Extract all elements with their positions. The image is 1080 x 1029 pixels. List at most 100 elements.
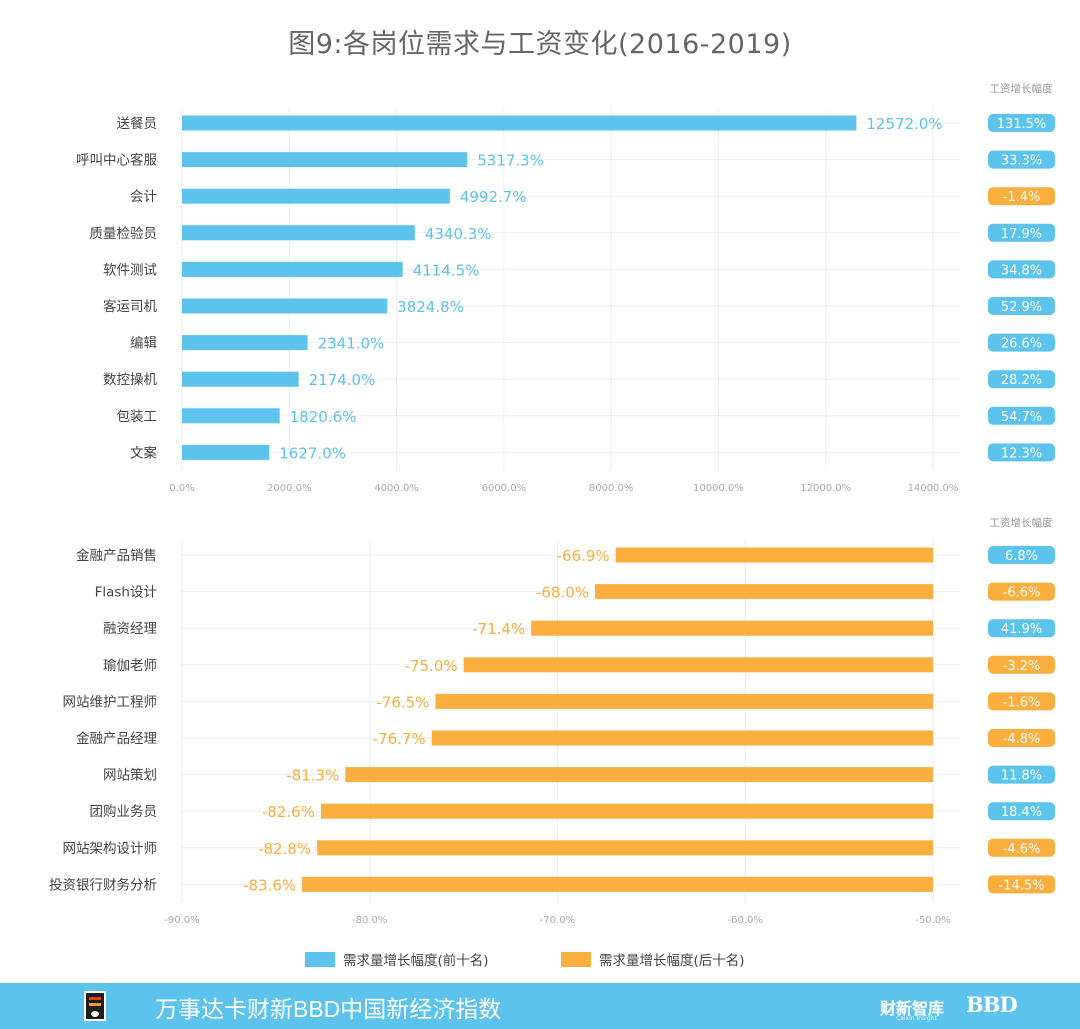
bar-value-label: 5317.3% — [477, 152, 544, 170]
bar-value-label: 1627.0% — [279, 444, 346, 462]
bar-value-label: -83.6% — [243, 876, 296, 894]
category-label: 团购业务员 — [90, 804, 158, 820]
wage-change-badge — [988, 114, 1055, 132]
category-label: 投资银行财务分析 — [49, 877, 157, 893]
bar — [182, 261, 403, 277]
bar-value-label: -76.7% — [373, 730, 426, 748]
caixin-insight-subtitle: Caixin Insight — [896, 1015, 937, 1022]
bar-value-label: -71.4% — [472, 620, 525, 638]
wage-change-label: 34.8% — [1001, 263, 1042, 278]
bar — [615, 547, 933, 563]
wage-change-label: 41.9% — [1001, 622, 1042, 637]
bar — [345, 767, 933, 783]
bar — [182, 115, 857, 131]
chart-canvas: 0.0% 2000.0% 4000.0% 6000.0% 8000.0% 10000.0%… — [49, 82, 1055, 969]
bar-value-label: -81.3% — [286, 767, 339, 785]
wage-change-badge — [988, 406, 1055, 425]
bar — [317, 840, 933, 856]
wage-change-label: 33.3% — [1001, 154, 1042, 169]
bar-value-label: 2341.0% — [318, 335, 385, 353]
wage-change-badge — [988, 765, 1055, 784]
legend-label: 需求量增长幅度(前十名) — [343, 952, 489, 969]
wage-change-label: 54.7% — [1001, 410, 1042, 425]
side-column-title: 工资增长幅度 — [990, 516, 1053, 529]
wage-change-label: 11.8% — [1001, 769, 1042, 784]
x-tick-label: -60.0% — [728, 915, 763, 926]
bar-value-label: -76.5% — [376, 693, 429, 711]
category-label: 数控操机 — [103, 372, 157, 388]
category-label: 包装工 — [117, 409, 158, 425]
bar — [182, 408, 280, 424]
x-tick-label: 4000.0% — [374, 483, 419, 494]
category-label: 网站策划 — [103, 767, 157, 784]
legend-swatch — [561, 952, 591, 967]
wage-change-badge — [988, 546, 1055, 564]
wage-change-badge — [988, 838, 1055, 857]
bar-value-label: 4114.5% — [413, 261, 480, 279]
bar-value-label: 4992.7% — [460, 188, 527, 206]
legend-swatch — [305, 952, 335, 967]
bar — [182, 188, 450, 204]
bar — [182, 225, 415, 241]
category-label: 软件测试 — [103, 262, 157, 278]
category-label: 客运司机 — [103, 298, 157, 315]
wage-change-badge — [988, 655, 1055, 674]
bar — [463, 657, 933, 673]
wage-change-badge — [988, 582, 1055, 601]
bar — [431, 730, 933, 746]
bar-value-label: -75.0% — [405, 657, 458, 675]
legend-label: 需求量增长幅度(后十名) — [599, 953, 745, 969]
bbd-logo: BBD — [966, 992, 1018, 1017]
category-label: 送餐员 — [117, 116, 158, 132]
wage-change-label: -1.6% — [1003, 695, 1041, 710]
wage-change-label: 6.8% — [1005, 549, 1038, 564]
bar — [320, 803, 933, 819]
wage-change-label: 18.4% — [1001, 805, 1042, 820]
x-tick-label: 6000.0% — [482, 483, 527, 494]
wage-change-label: -14.5% — [999, 878, 1045, 893]
bar — [435, 693, 933, 709]
category-label: 文案 — [130, 444, 157, 461]
wage-change-label: 131.5% — [997, 117, 1047, 132]
x-tick-label: 8000.0% — [589, 483, 634, 494]
bar — [531, 620, 933, 636]
bar — [182, 298, 388, 314]
wage-change-badge — [988, 333, 1055, 352]
wage-change-label: 26.6% — [1001, 337, 1042, 352]
footer-banner: 万事达卡财新BBD中国新经济指数 财新智库 Caixin Insight BBD — [0, 983, 1080, 1029]
wage-change-badge — [988, 729, 1055, 747]
caixin-insight-logo: 财新智库 — [880, 999, 945, 1018]
category-label: 融资经理 — [103, 621, 157, 637]
bar-value-label: 12572.0% — [866, 115, 942, 133]
wage-change-badge — [988, 187, 1055, 206]
footer-title: 万事达卡财新BBD中国新经济指数 — [155, 996, 502, 1022]
category-label: 会计 — [130, 189, 157, 205]
bar-value-label: -66.9% — [557, 547, 610, 565]
category-label: 金融产品经理 — [76, 731, 157, 747]
category-label: Flash设计 — [95, 585, 157, 601]
bar — [302, 876, 933, 892]
category-label: 网站维护工程师 — [63, 694, 158, 710]
category-label: 编辑 — [130, 336, 157, 352]
wage-change-badge — [988, 692, 1055, 711]
wage-change-label: 17.9% — [1001, 227, 1042, 242]
bar-value-label: -82.6% — [262, 803, 315, 821]
wage-change-label: -3.2% — [1003, 659, 1041, 674]
nei-logo-icon — [84, 991, 106, 1021]
x-tick-label: 2000.0% — [267, 483, 312, 494]
x-tick-label: 10000.0% — [693, 483, 744, 494]
wage-change-label: -4.6% — [1003, 842, 1041, 857]
bar — [182, 444, 270, 460]
side-column-title: 工资增长幅度 — [990, 82, 1053, 95]
category-label: 网站架构设计师 — [63, 841, 158, 857]
x-tick-label: 0.0% — [169, 483, 194, 494]
bar-value-label: -82.8% — [258, 840, 311, 858]
chart-title: 图9:各岗位需求与工资变化(2016-2019) — [288, 29, 792, 60]
bar — [182, 371, 299, 387]
bar-value-label: -68.0% — [536, 584, 589, 602]
wage-change-label: -4.8% — [1003, 732, 1041, 747]
bar-value-label: 3824.8% — [397, 298, 464, 316]
bar-value-label: 1820.6% — [290, 408, 357, 426]
x-tick-label: 14000.0% — [908, 483, 959, 494]
x-tick-label: -70.0% — [540, 915, 575, 926]
